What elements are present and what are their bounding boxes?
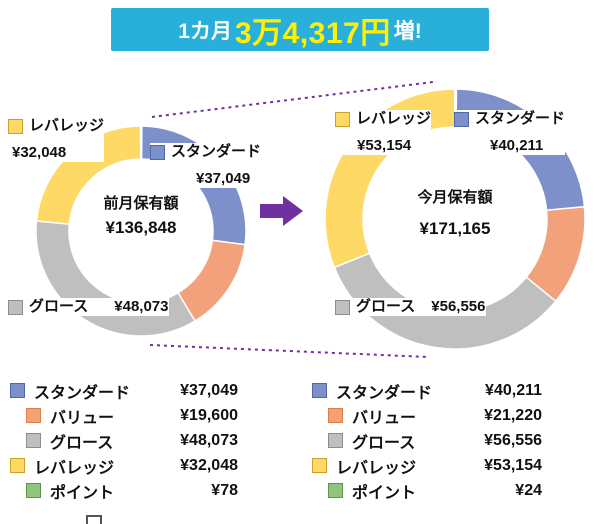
- legend-value: ¥24: [515, 481, 542, 499]
- prev-month-legend: スタンダード ¥37,049 バリュー ¥19,600 グロース ¥48,073…: [10, 378, 238, 503]
- chart-total: ¥171,165: [419, 219, 491, 238]
- legend-value: ¥21,220: [484, 406, 542, 424]
- swatch-point: [26, 483, 41, 498]
- legend-row: ポイント ¥78: [10, 478, 238, 503]
- prev-standard-callout: スタンダード ¥37,049: [150, 143, 262, 188]
- callout-value: ¥32,048: [12, 144, 67, 161]
- legend-row: レバレッジ ¥53,154: [312, 453, 542, 478]
- callout-value: ¥53,154: [357, 137, 412, 154]
- swatch-growth: [26, 433, 41, 448]
- legend-value: ¥19,600: [180, 406, 238, 424]
- legend-label: スタンダード: [336, 384, 433, 402]
- swatch-standard: [454, 111, 469, 127]
- legend-value: ¥37,049: [180, 381, 238, 399]
- callout-label: スタンダード: [171, 143, 262, 160]
- headline-banner: 1カ月 3万4,317円 増!: [111, 8, 489, 51]
- chart-title: 今月保有額: [417, 189, 493, 206]
- legend-label: スタンダード: [34, 384, 131, 402]
- swatch-value: [26, 408, 41, 423]
- legend-label: グロース: [352, 434, 416, 452]
- chart-title: 前月保有額: [103, 195, 179, 212]
- cropped-legend-swatch: [86, 515, 102, 524]
- callout-label: レバレッジ: [356, 110, 432, 127]
- chart-total: ¥136,848: [105, 218, 177, 237]
- legend-value: ¥40,211: [485, 381, 542, 399]
- legend-value: ¥48,073: [180, 431, 238, 449]
- callout-label: レバレッジ: [29, 117, 105, 134]
- callout-value: ¥56,556: [431, 298, 486, 315]
- legend-row: バリュー ¥19,600: [10, 403, 238, 428]
- swatch-value: [328, 408, 343, 423]
- current-month-center-label: 今月保有額 ¥171,165: [385, 189, 525, 238]
- legend-label: ポイント: [352, 484, 417, 502]
- swatch-leverage: [335, 111, 350, 127]
- callout-value: ¥37,049: [196, 170, 251, 187]
- legend-row: スタンダード ¥40,211: [312, 378, 542, 403]
- swatch-leverage: [10, 458, 25, 473]
- swatch-standard: [312, 383, 327, 398]
- callout-value: ¥40,211: [490, 137, 544, 154]
- prev-growth-callout: グロース ¥48,073: [8, 298, 169, 316]
- legend-value: ¥32,048: [180, 456, 238, 474]
- swatch-leverage: [312, 458, 327, 473]
- right-arrow-icon: [260, 196, 303, 226]
- legend-value: ¥53,154: [484, 456, 542, 474]
- donut-segment: [35, 220, 197, 337]
- legend-row: ポイント ¥24: [312, 478, 542, 503]
- legend-row: レバレッジ ¥32,048: [10, 453, 238, 478]
- callout-value: ¥48,073: [114, 298, 169, 315]
- donut-segment: [139, 125, 143, 160]
- callout-label: スタンダード: [475, 110, 566, 127]
- callout-label: グロース: [356, 298, 416, 315]
- legend-row: グロース ¥56,556: [312, 428, 542, 453]
- legend-label: グロース: [50, 434, 114, 452]
- current-standard-callout: スタンダード ¥40,211: [454, 110, 566, 155]
- swatch-growth: [335, 299, 350, 315]
- callout-label: グロース: [29, 298, 89, 315]
- legend-value: ¥56,556: [484, 431, 542, 449]
- legend-value: ¥78: [211, 481, 238, 499]
- legend-label: レバレッジ: [336, 459, 417, 477]
- swatch-leverage: [8, 118, 23, 134]
- legend-label: バリュー: [50, 409, 115, 427]
- swatch-growth: [328, 433, 343, 448]
- headline-prefix: 1カ月: [178, 19, 232, 43]
- legend-label: レバレッジ: [34, 459, 115, 477]
- swatch-growth: [8, 299, 23, 315]
- swatch-standard: [10, 383, 25, 398]
- swatch-standard: [150, 144, 165, 160]
- prev-leverage-callout: レバレッジ ¥32,048: [8, 117, 105, 162]
- headline-amount: 3万4,317円: [234, 16, 391, 50]
- legend-label: バリュー: [352, 409, 417, 427]
- headline-suffix: 増!: [393, 19, 422, 43]
- legend-row: グロース ¥48,073: [10, 428, 238, 453]
- current-leverage-callout: レバレッジ ¥53,154: [335, 110, 432, 155]
- legend-row: バリュー ¥21,220: [312, 403, 542, 428]
- current-month-legend: スタンダード ¥40,211 バリュー ¥21,220 グロース ¥56,556…: [312, 378, 542, 503]
- legend-row: スタンダード ¥37,049: [10, 378, 238, 403]
- swatch-point: [328, 483, 343, 498]
- prev-month-center-label: 前月保有額 ¥136,848: [71, 195, 211, 237]
- legend-label: ポイント: [50, 484, 115, 502]
- current-growth-callout: グロース ¥56,556: [335, 298, 486, 316]
